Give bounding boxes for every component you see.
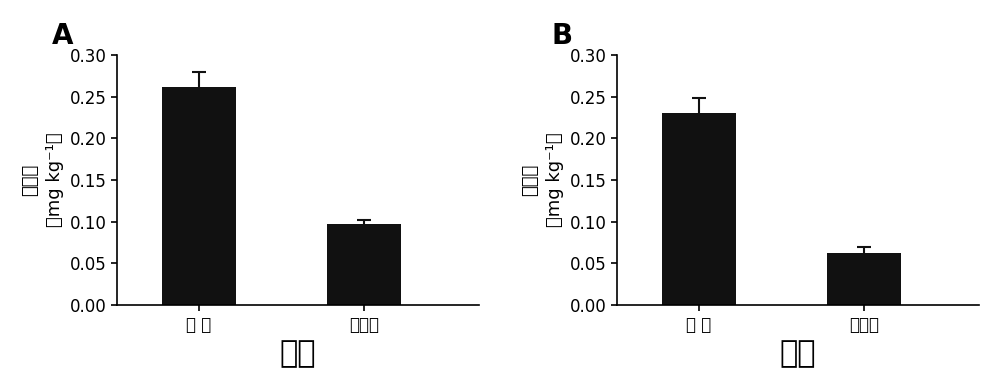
- X-axis label: 小麦: 小麦: [780, 339, 816, 368]
- Bar: [162, 88, 236, 305]
- Bar: [827, 252, 901, 305]
- Y-axis label: 镀含量
（mg kg⁻¹）: 镀含量 （mg kg⁻¹）: [521, 133, 564, 227]
- Bar: [662, 113, 736, 305]
- Y-axis label: 镀含量
（mg kg⁻¹）: 镀含量 （mg kg⁻¹）: [21, 133, 64, 227]
- Text: B: B: [551, 22, 573, 50]
- Text: A: A: [51, 22, 73, 50]
- X-axis label: 中稺: 中稺: [280, 339, 316, 368]
- Bar: [327, 224, 401, 305]
